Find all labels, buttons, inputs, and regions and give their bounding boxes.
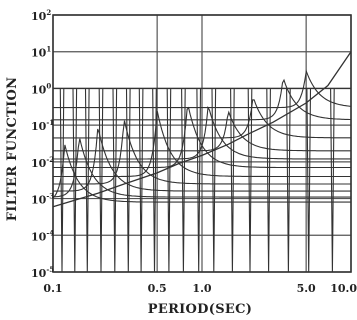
band-notch — [112, 88, 118, 273]
band-notch — [152, 88, 157, 273]
y-tick-labels: 10-5 10-4 10-3 10-2 10-1 100 101 102 — [31, 8, 54, 280]
band-notch — [138, 88, 144, 273]
x-tick-label: 0.5 — [148, 282, 167, 295]
band-notch — [84, 88, 90, 273]
peaked-filter-curve — [52, 138, 351, 198]
x-tick-label: 0.1 — [43, 282, 62, 295]
band-notch — [306, 88, 312, 273]
band-notch — [181, 88, 186, 273]
band-notch — [286, 88, 291, 273]
band-notch — [211, 88, 217, 273]
peaked-filter-curve — [52, 144, 351, 203]
x-axis-title: PERIOD(SEC) — [148, 302, 252, 317]
peaked-filter-curve — [53, 99, 351, 139]
y-tick-label: 100 — [31, 81, 51, 96]
peaked-filter-curve — [53, 110, 351, 152]
rising-curve — [52, 51, 352, 208]
peaked-filter-curve — [53, 69, 352, 109]
y-tick-label: 101 — [31, 45, 51, 60]
x-tick-label: 1.0 — [192, 282, 211, 295]
y-tick-label: 10-1 — [31, 118, 54, 133]
band-notch — [166, 88, 172, 273]
x-tick-labels: 0.1 0.5 1.0 5.0 10.0 — [43, 282, 357, 295]
x-tick-label: 10.0 — [330, 282, 357, 295]
y-tick-label: 10-3 — [31, 192, 54, 207]
peaked-filter-curve — [53, 105, 351, 160]
y-tick-label: 10-4 — [31, 228, 54, 243]
plot-frame — [52, 14, 352, 273]
peaked-filter-curve — [53, 78, 351, 121]
y-axis-title: FILTER FUNCTION — [5, 77, 20, 222]
band-notch — [230, 88, 235, 273]
y-tick-label: 102 — [31, 8, 51, 23]
band-notch — [196, 88, 202, 273]
band-notch — [125, 88, 131, 273]
peaked-filter-curve — [53, 120, 351, 185]
peaked-filter-curve — [53, 128, 351, 192]
y-tick-label: 10-5 — [31, 265, 54, 280]
y-tick-label: 10-2 — [31, 155, 54, 170]
x-tick-label: 5.0 — [297, 282, 316, 295]
band-notch — [330, 88, 335, 273]
band-notch — [266, 88, 271, 273]
peaked-filter-curve — [53, 111, 351, 178]
band-notch — [98, 88, 104, 273]
